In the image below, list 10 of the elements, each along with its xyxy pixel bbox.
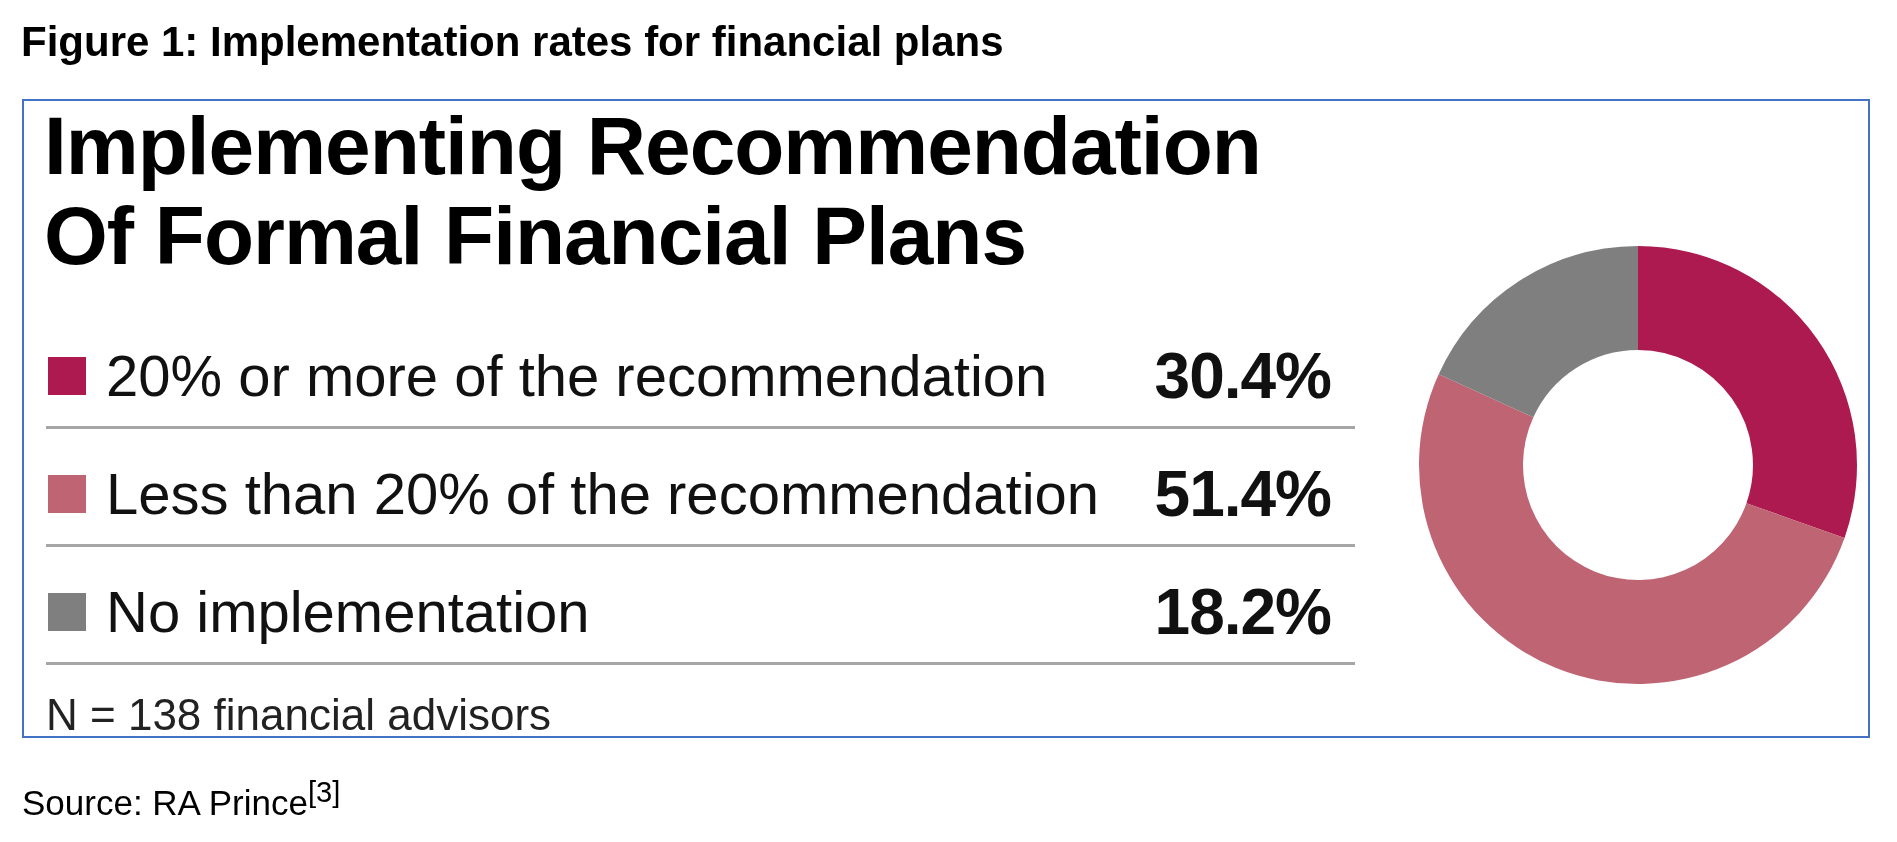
- chart-title: Figure 1: Implementation rates for financial plans: [21, 18, 1004, 65]
- text: N = 138 financial advisors: [46, 690, 552, 739]
- source-note: Source: RA Prince$^{[3]}$: [22, 775, 341, 823]
- legend-label: 20% or more of the recommendation: [106, 343, 1048, 409]
- data-label: 18.2%: [1154, 576, 1331, 648]
- chart-subtitle: Implementing Recommendation Of Formal Financial Plans: [44, 100, 1262, 281]
- legend-label: Less than 20% of the recommendation: [106, 461, 1100, 527]
- data-label: 51.4%: [1154, 458, 1331, 530]
- data-label: 30.4%: [1154, 340, 1331, 412]
- legend-label: No implementation: [106, 579, 590, 645]
